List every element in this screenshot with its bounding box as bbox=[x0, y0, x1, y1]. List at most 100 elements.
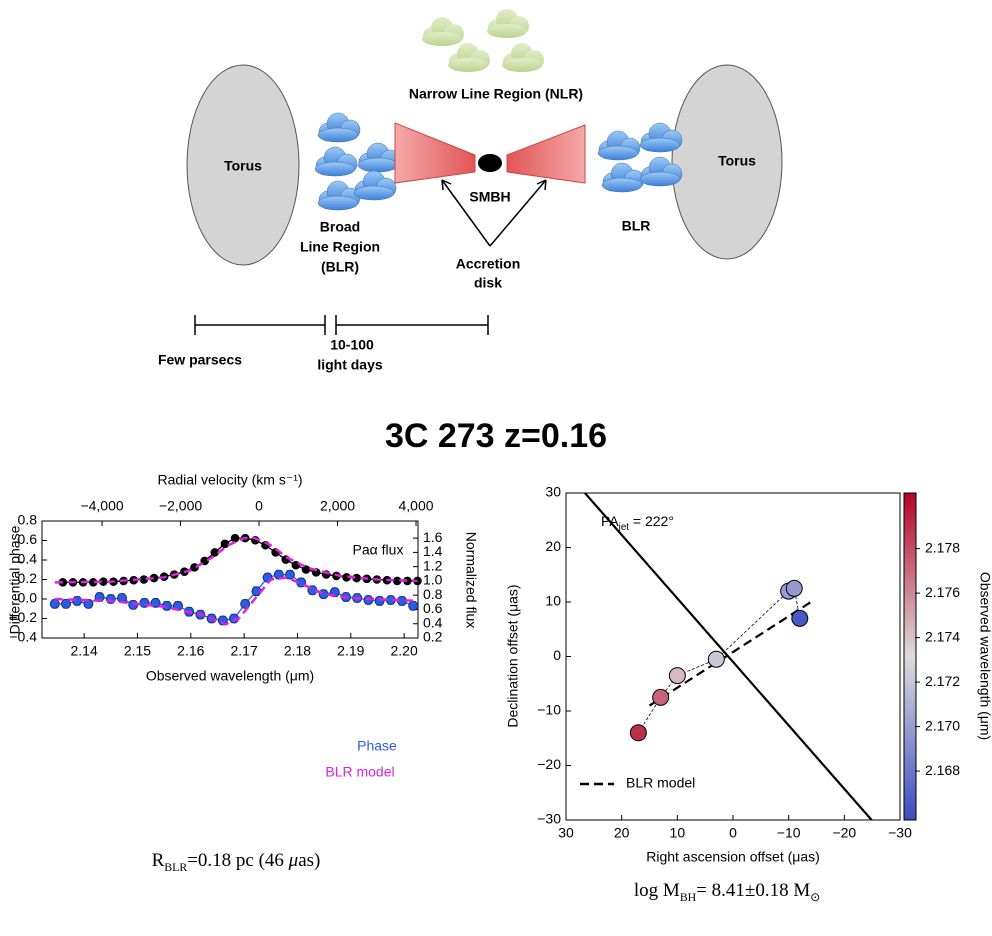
data-point bbox=[668, 667, 686, 685]
y2-tick-label: 0.4 bbox=[423, 614, 443, 630]
annotation: PAjet = 222° bbox=[601, 513, 674, 533]
data-point bbox=[61, 598, 71, 609]
y-tick-label: 0.6 bbox=[18, 531, 38, 547]
x-tick-label: 20 bbox=[614, 825, 630, 841]
arrow bbox=[489, 179, 547, 247]
data-point bbox=[408, 600, 419, 611]
x2-tick-label: −2,000 bbox=[159, 498, 202, 514]
blr-label: (BLR) bbox=[321, 259, 359, 275]
y-tick-label: 10 bbox=[545, 593, 561, 609]
nlr-label: Narrow Line Region (NLR) bbox=[409, 86, 583, 102]
torus bbox=[671, 64, 783, 260]
chart: 30 20 10 0 −10 −20 −30 −30 −20 −10 0 10 20 30 Right as… bbox=[505, 484, 992, 905]
text-part: =0.18 pc (46 bbox=[187, 850, 288, 871]
y-tick-label: 30 bbox=[545, 484, 561, 500]
cloud bbox=[314, 146, 358, 177]
x-tick-label: 2.20 bbox=[391, 643, 418, 659]
y-tick-label: 0 bbox=[553, 647, 561, 663]
y2-tick-label: 0.2 bbox=[423, 629, 443, 645]
y-tick-label: 20 bbox=[545, 538, 561, 554]
blr-label: Broad bbox=[320, 219, 360, 235]
y2-tick-label: 2.168 bbox=[925, 762, 960, 778]
x-tick-label: −10 bbox=[777, 825, 801, 841]
caption: log MBH= 8.41±0.18 M⊙ bbox=[634, 880, 820, 904]
figure-title: 3C 273 z=0.16 bbox=[385, 417, 607, 455]
y2-axis-label: Normalized flux bbox=[463, 532, 479, 628]
cloud bbox=[597, 130, 641, 161]
x-axis-label: Right ascension offset (μas) bbox=[646, 849, 820, 865]
data-point bbox=[707, 650, 725, 668]
data-point bbox=[785, 579, 803, 597]
arrows bbox=[441, 179, 547, 247]
torus bbox=[186, 64, 300, 266]
torus-label: Torus bbox=[718, 153, 756, 169]
y2-tick-label: 2.170 bbox=[925, 717, 960, 733]
cloud bbox=[317, 180, 361, 211]
nlr-clouds bbox=[422, 9, 544, 72]
model-line bbox=[54, 536, 418, 584]
data-point bbox=[652, 688, 670, 706]
y-tick-label: −10 bbox=[537, 702, 561, 718]
data-point bbox=[220, 539, 230, 549]
y-tick-label: −20 bbox=[537, 756, 561, 772]
text-part: BH bbox=[680, 891, 697, 904]
y2-tick-label: 1.2 bbox=[423, 557, 443, 573]
y-tick-label: 0.2 bbox=[18, 570, 38, 586]
cloud bbox=[317, 112, 361, 143]
colorbar-label: Observed wavelength (μm) bbox=[977, 572, 992, 740]
text-part: R bbox=[152, 850, 165, 871]
text-part: μ bbox=[288, 850, 299, 871]
x2-tick-label: 4,000 bbox=[399, 498, 434, 514]
text-part: log M bbox=[634, 880, 680, 901]
y2-tick-label: 2.176 bbox=[925, 584, 960, 600]
legend-label: Paα flux bbox=[353, 542, 404, 558]
x2-tick-label: 2,000 bbox=[320, 498, 355, 514]
torus-label: Torus bbox=[224, 158, 262, 174]
y2-tick-label: 0.8 bbox=[423, 586, 443, 602]
x-tick-label: 30 bbox=[558, 825, 574, 841]
cloud bbox=[502, 43, 544, 72]
accretion-disk bbox=[506, 124, 586, 184]
scale-label: 10-100 bbox=[330, 337, 374, 353]
blr-label: BLR bbox=[622, 218, 651, 234]
text-part: jet bbox=[618, 522, 630, 533]
smbh-label: SMBH bbox=[469, 189, 510, 205]
x-tick-label: −20 bbox=[832, 825, 856, 841]
scale-bar bbox=[194, 315, 326, 335]
colorbar bbox=[903, 492, 917, 821]
text-part: PA bbox=[601, 513, 619, 529]
text-part: = 222° bbox=[629, 513, 674, 529]
data-point bbox=[273, 569, 284, 580]
x-tick-label: 2.15 bbox=[124, 643, 151, 659]
y-tick-label: 0.4 bbox=[18, 551, 38, 567]
arrow bbox=[441, 179, 491, 247]
x-tick-label: 0 bbox=[729, 825, 737, 841]
data-point bbox=[285, 569, 295, 580]
legend-label: BLR model bbox=[626, 775, 695, 791]
cloud bbox=[601, 162, 645, 193]
text-part: = 8.41±0.18 M bbox=[696, 880, 810, 901]
accretion-label: disk bbox=[474, 275, 502, 291]
text-part: as) bbox=[298, 850, 320, 871]
data-point bbox=[791, 609, 809, 627]
data-point bbox=[629, 724, 647, 742]
data-point bbox=[251, 586, 262, 597]
scale-bar bbox=[335, 315, 489, 335]
data-point bbox=[318, 589, 329, 600]
y-tick-label: 0.0 bbox=[18, 590, 38, 606]
model-line bbox=[54, 576, 418, 626]
x-axis-label: Observed wavelength (μm) bbox=[146, 668, 314, 684]
x-tick-label: 2.16 bbox=[177, 643, 204, 659]
legend-label: BLR model bbox=[325, 764, 394, 780]
cloud bbox=[422, 17, 464, 46]
chart: 2.14 2.15 2.16 2.17 2.18 2.19 2.20 −4,000 −2,000… bbox=[7, 472, 480, 875]
caption: RBLR=0.18 pc (46 μas) bbox=[152, 850, 321, 874]
y-tick-label: −30 bbox=[537, 811, 561, 827]
y2-tick-label: 0.6 bbox=[423, 600, 443, 616]
data-point bbox=[217, 615, 228, 626]
x2-tick-label: −4,000 bbox=[80, 498, 123, 514]
legend-label: Phase bbox=[357, 738, 397, 754]
data-point bbox=[49, 598, 60, 609]
